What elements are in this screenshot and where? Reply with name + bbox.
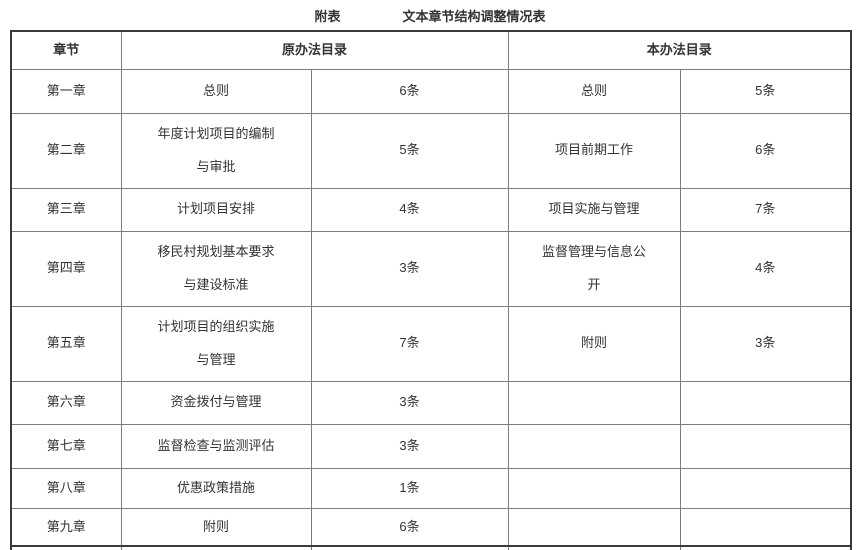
cell-new-name	[507, 507, 681, 547]
cell-orig-name: 计划项目的组织实施 与管理	[120, 305, 312, 382]
cell-chapter: 第九章	[10, 507, 122, 547]
table-header-row: 章节 原办法目录 本办法目录	[10, 30, 852, 70]
table-row: 第二章 年度计划项目的编制 与审批 5条 项目前期工作 6条	[10, 112, 852, 189]
cell-new-name	[507, 380, 681, 425]
cell-orig-name	[120, 545, 312, 550]
cell-new-name: 监督管理与信息公 开	[507, 230, 681, 307]
cell-new-count: 7条	[679, 187, 852, 232]
table-row: 第三章 计划项目安排 4条 项目实施与管理 7条	[10, 187, 852, 232]
cell-new-name: 项目前期工作	[507, 112, 681, 189]
cell-new-name	[507, 545, 681, 550]
cell-orig-count: 5条	[310, 112, 509, 189]
cell-orig-count: 3条	[310, 230, 509, 307]
cell-orig-count: 1条	[310, 467, 509, 509]
table-row: 第五章 计划项目的组织实施 与管理 7条 附则 3条	[10, 305, 852, 382]
cell-chapter: 第二章	[10, 112, 122, 189]
chapter-structure-table: 章节 原办法目录 本办法目录 第一章 总则 6条 总则 5条 第二章 年度计划项…	[10, 30, 853, 550]
cell-new-count	[679, 380, 852, 425]
cell-new-count: 5条	[679, 68, 852, 114]
cell-orig-name: 资金拨付与管理	[120, 380, 312, 425]
cell-new-name: 附则	[507, 305, 681, 382]
cell-orig-count: 7条	[310, 305, 509, 382]
table-row: 第四章 移民村规划基本要求 与建设标准 3条 监督管理与信息公 开 4条	[10, 230, 852, 307]
cell-orig-count: 4条	[310, 187, 509, 232]
cell-orig-name: 监督检查与监测评估	[120, 423, 312, 469]
cell-orig-name: 总则	[120, 68, 312, 114]
header-original-catalog: 原办法目录	[120, 30, 509, 70]
cell-orig-name: 优惠政策措施	[120, 467, 312, 509]
cell-orig-name: 计划项目安排	[120, 187, 312, 232]
table-title-row: 附表 文本章节结构调整情况表	[0, 0, 860, 30]
cell-orig-count: 6条	[310, 507, 509, 547]
table-row: 第八章 优惠政策措施 1条	[10, 467, 852, 509]
cell-orig-count: 3条	[310, 423, 509, 469]
table-row: 第一章 总则 6条 总则 5条	[10, 68, 852, 114]
cell-new-count	[679, 467, 852, 509]
page-title: 文本章节结构调整情况表	[402, 8, 546, 24]
cell-orig-name: 年度计划项目的编制 与审批	[120, 112, 312, 189]
table-row: 第六章 资金拨付与管理 3条	[10, 380, 852, 425]
cell-new-name	[507, 423, 681, 469]
header-current-catalog: 本办法目录	[507, 30, 852, 70]
cell-new-name: 总则	[507, 68, 681, 114]
cell-chapter: 第八章	[10, 467, 122, 509]
cell-new-count	[679, 545, 852, 550]
cell-chapter	[10, 545, 122, 550]
cell-new-count: 3条	[679, 305, 852, 382]
cell-orig-count: 3条	[310, 380, 509, 425]
cell-new-count: 4条	[679, 230, 852, 307]
cell-orig-name: 移民村规划基本要求 与建设标准	[120, 230, 312, 307]
header-chapter: 章节	[10, 30, 122, 70]
cell-chapter: 第四章	[10, 230, 122, 307]
cell-new-count: 6条	[679, 112, 852, 189]
cell-orig-name: 附则	[120, 507, 312, 547]
cell-chapter: 第五章	[10, 305, 122, 382]
cell-chapter: 第一章	[10, 68, 122, 114]
cell-chapter: 第三章	[10, 187, 122, 232]
cell-orig-count: 6条	[310, 68, 509, 114]
cell-chapter: 第六章	[10, 380, 122, 425]
cell-chapter: 第七章	[10, 423, 122, 469]
cell-new-name	[507, 467, 681, 509]
table-row-partial	[10, 545, 852, 550]
table-row: 第七章 监督检查与监测评估 3条	[10, 423, 852, 469]
table-row: 第九章 附则 6条	[10, 507, 852, 547]
cell-new-count	[679, 423, 852, 469]
cell-orig-count	[310, 545, 509, 550]
cell-new-name: 项目实施与管理	[507, 187, 681, 232]
cell-new-count	[679, 507, 852, 547]
appendix-label: 附表	[314, 8, 341, 24]
